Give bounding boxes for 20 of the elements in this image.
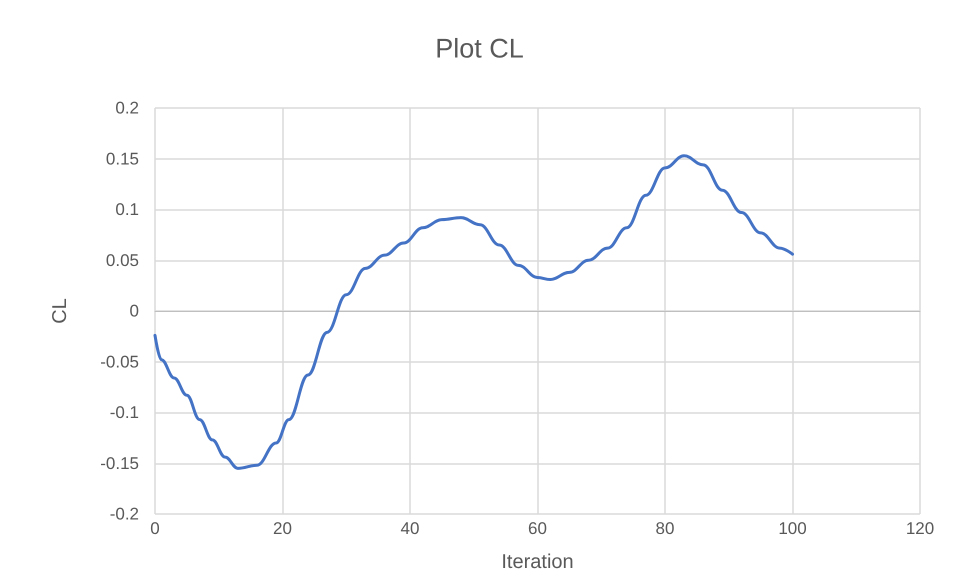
x-tick-label: 40 [400, 519, 420, 538]
y-tick-label: 0 [130, 302, 139, 320]
line-series [154, 154, 794, 470]
y-tick-label: 0.1 [115, 200, 139, 219]
y-tick-label: 0.05 [106, 250, 139, 270]
chart-title: Plot CL [435, 34, 524, 64]
x-tick-label: 100 [778, 519, 807, 538]
y-tick-label: 0.2 [115, 98, 139, 118]
y-tick-label: -0.05 [100, 352, 139, 372]
x-tick-label: 60 [528, 519, 547, 538]
x-tick-label: 20 [273, 519, 292, 538]
x-tick-label: 120 [906, 519, 934, 538]
y-tick-label: -0.15 [100, 454, 139, 473]
x-tick-label: 0 [150, 519, 160, 538]
y-tick-label: -0.1 [110, 403, 139, 422]
x-axis-title: Iteration [501, 551, 574, 573]
y-tick-label: 0.15 [106, 149, 139, 168]
y-axis-title: CL [49, 298, 71, 324]
x-tick-label: 80 [656, 519, 674, 538]
y-tick-label: -0.2 [110, 504, 139, 524]
